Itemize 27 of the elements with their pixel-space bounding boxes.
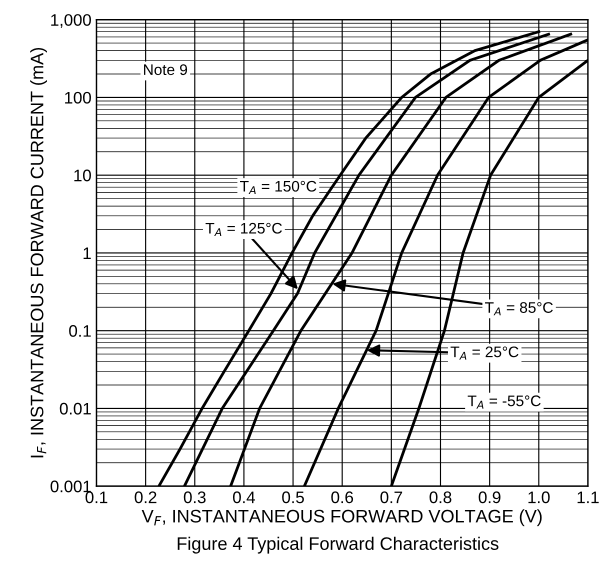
x-tick-label: 0.4 bbox=[232, 491, 256, 504]
y-tick-label: 100 bbox=[65, 92, 91, 104]
x-tick-label: 1.0 bbox=[528, 491, 550, 504]
y-tick-label: 10 bbox=[74, 170, 91, 182]
x-tick-label: 0.9 bbox=[478, 491, 500, 504]
x-tick-label: 0.3 bbox=[184, 491, 206, 504]
x-tick-label: 0.6 bbox=[331, 491, 354, 504]
series-label: T$_{A}$ = 150°C bbox=[240, 180, 316, 194]
annotation: Note 9 bbox=[144, 64, 188, 76]
annotation: T$_{A}$ = 85°C bbox=[485, 302, 553, 316]
text: Figure 4 Typical Forward Characteristics bbox=[178, 536, 498, 554]
y-tick-label: 0.01 bbox=[60, 402, 91, 415]
y-tick-label: 0.001 bbox=[50, 480, 91, 492]
text: T$_{A}$ = -55°C bbox=[468, 395, 541, 409]
x-tick-label: 0.1 bbox=[86, 491, 108, 504]
y-tick-label: 1 bbox=[84, 247, 91, 259]
annotation: T$_{A}$ = 25°C bbox=[450, 346, 518, 360]
x-tick-label: 1.1 bbox=[578, 492, 599, 504]
x-tick-label: 0.8 bbox=[430, 491, 452, 504]
x-tick-label: 0.2 bbox=[134, 491, 156, 504]
x-axis-title: V$_{F}$, INSTANTANEOUS FORWARD VOLTAGE (V) bbox=[142, 509, 542, 526]
annotation: T$_{A}$ = 125°C bbox=[206, 222, 282, 236]
y-axis-title: I$_{F}$, INSTANTANEOUS FORWARD CURRENT (mA) bbox=[30, 48, 47, 458]
x-tick-label: 0.7 bbox=[380, 491, 402, 504]
x-tick-label: 0.5 bbox=[282, 491, 304, 504]
y-tick-label: 1,000 bbox=[51, 14, 91, 28]
y-tick-label: 0.1 bbox=[69, 325, 91, 337]
